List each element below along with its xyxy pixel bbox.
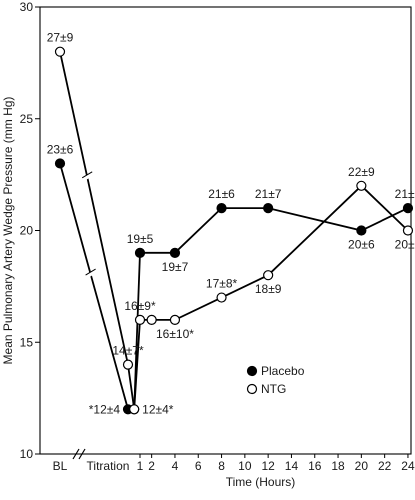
legend-label-ntg: NTG: [261, 382, 286, 396]
data-label: 21±6: [395, 187, 415, 201]
x-tick-label: 22: [378, 459, 392, 473]
data-label: 14±7*: [112, 344, 144, 358]
series-line-ntg: [59, 51, 409, 410]
data-point-placebo: [54, 158, 66, 169]
legend-label-placebo: Placebo: [261, 364, 305, 378]
data-point-placebo: [402, 203, 414, 214]
series-break-gap: [81, 172, 94, 182]
data-label: 20±6: [348, 238, 375, 252]
data-label: 22±9: [348, 165, 375, 179]
x-tick-label: 14: [285, 459, 299, 473]
x-axis: BL Titration 1 2 4 6 8 10 12 14 16 18 20 22 24: [53, 454, 415, 473]
data-point-placebo: [134, 247, 146, 258]
data-point-ntg: [402, 225, 414, 236]
data-point-placebo: [356, 225, 367, 236]
data-label: 23±6: [47, 142, 74, 156]
data-point-ntg: [54, 46, 66, 57]
series-break-mark: [85, 268, 96, 276]
x-tick-label: 20: [355, 459, 369, 473]
x-tick-label: 8: [218, 459, 225, 473]
x-axis-title: Time (Hours): [226, 475, 296, 489]
data-point-ntg: [263, 270, 274, 281]
x-tick-label: 4: [172, 459, 179, 473]
data-point-placebo: [169, 247, 181, 258]
data-label: 17±8*: [206, 277, 238, 291]
x-axis-break: [78, 448, 86, 460]
x-tick-label: 24: [401, 459, 415, 473]
y-axis: 10 15 20 25 30: [20, 0, 40, 461]
x-tick-label: 16: [308, 459, 322, 473]
data-label: 20±9: [395, 238, 415, 252]
plot-frame: [39, 6, 412, 455]
data-label: 18±9: [255, 282, 282, 296]
x-tick-label: BL: [53, 459, 68, 473]
data-label: *12±4: [89, 402, 121, 416]
data-point-ntg: [146, 314, 157, 325]
data-label: 21±6: [208, 187, 235, 201]
x-tick-label: 18: [331, 459, 345, 473]
y-tick-label: 20: [20, 224, 34, 238]
x-axis-break: [72, 448, 80, 460]
legend: Placebo NTG: [246, 364, 305, 396]
data-point-ntg: [134, 314, 146, 325]
y-tick-label: 15: [20, 335, 34, 349]
data-point-placebo: [216, 203, 227, 214]
y-tick-label: 25: [20, 112, 34, 126]
series-break-gap: [84, 269, 97, 279]
data-point-ntg: [129, 404, 140, 415]
data-point-ntg: [356, 180, 367, 191]
data-label: 21±7: [255, 187, 282, 201]
data-point-placebo: [263, 203, 274, 214]
x-tick-label: 1: [137, 459, 144, 473]
legend-marker-placebo: [246, 365, 258, 377]
x-tick-label: 12: [261, 459, 275, 473]
data-labels: 23±6 *12±4 19±5 19±7 21±6 21±7 20±6 21±6 27±9 14±…: [47, 31, 415, 417]
data-label: 19±7: [162, 260, 189, 274]
x-tick-label: 10: [238, 459, 252, 473]
data-label: 19±5: [127, 232, 154, 246]
axis-break-marks: [72, 448, 86, 460]
data-label: 12±4*: [142, 402, 174, 416]
x-tick-label: 6: [195, 459, 202, 473]
data-point-ntg: [216, 292, 227, 303]
y-axis-title: Mean Pulmonary Artery Wedge Pressure (mm…: [1, 97, 15, 365]
data-point-ntg: [122, 359, 134, 370]
y-tick-label: 30: [20, 0, 34, 14]
legend-marker-ntg: [246, 383, 258, 395]
data-label: 27±9: [47, 31, 74, 45]
series-points: [54, 46, 414, 415]
data-point-ntg: [169, 314, 181, 325]
plot-area: [39, 6, 412, 455]
x-tick-label: Titration: [87, 459, 130, 473]
data-label: 16±9*: [124, 299, 156, 313]
data-label: 16±10*: [156, 327, 194, 341]
y-tick-label: 10: [20, 447, 34, 461]
series-break-mark: [81, 171, 93, 179]
x-tick-label: 2: [148, 459, 155, 473]
